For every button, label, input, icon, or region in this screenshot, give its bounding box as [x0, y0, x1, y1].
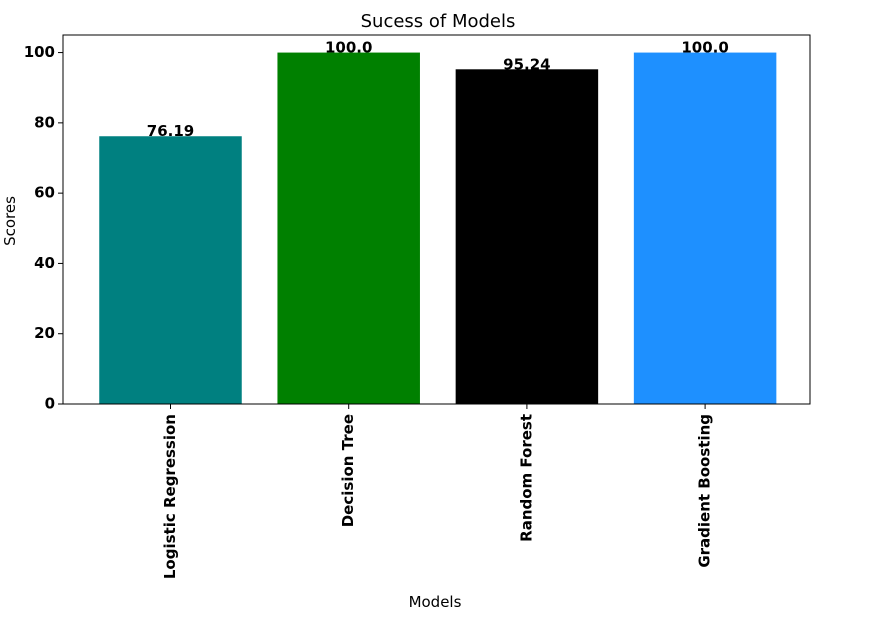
- y-axis: 0 20 40 60 80 100: [24, 43, 63, 413]
- x-tick-label: Gradient Boosting: [696, 414, 714, 568]
- y-tick-label: 80: [34, 113, 55, 131]
- data-label-3: 95.24: [503, 55, 550, 73]
- x-axis-label: Models: [409, 593, 462, 611]
- y-tick-label: 100: [24, 43, 55, 61]
- data-label-4: 100.0: [681, 39, 728, 57]
- plot-frame: [62, 34, 811, 405]
- x-tick-label: Logistic Regression: [161, 414, 179, 579]
- y-tick-label: 20: [34, 324, 55, 342]
- data-labels: 76.19 100.0 95.24 100.0: [147, 39, 729, 141]
- data-label-2: 100.0: [325, 39, 372, 57]
- data-label-1: 76.19: [147, 122, 194, 140]
- x-tick-label: Decision Tree: [339, 414, 357, 527]
- bar-2: [277, 52, 420, 404]
- y-tick-label: 40: [34, 254, 55, 272]
- y-tick-label: 0: [45, 395, 55, 413]
- bar-3: [455, 69, 599, 404]
- x-tick-label: Random Forest: [517, 414, 535, 542]
- bar-4: [633, 52, 777, 404]
- chart-title: Sucess of Models: [361, 11, 516, 32]
- bar-1: [99, 136, 242, 404]
- bars: [99, 52, 777, 404]
- y-tick-label: 60: [34, 184, 55, 202]
- x-axis: Logistic Regression Decision Tree Random F…: [161, 404, 714, 579]
- y-axis-label: Scores: [1, 196, 19, 246]
